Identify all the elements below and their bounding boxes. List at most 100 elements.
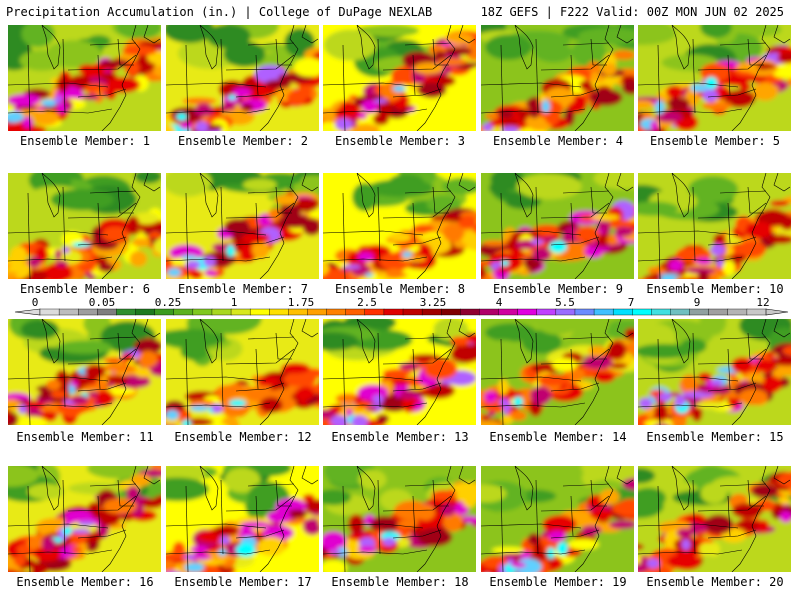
ensemble-member-panel — [638, 466, 791, 572]
colorbar-swatch — [574, 308, 595, 316]
state-boundaries — [323, 319, 476, 425]
precip-field — [638, 319, 791, 425]
colorbar-swatch — [651, 308, 671, 316]
colorbar-tick-label: 0.05 — [88, 296, 116, 309]
colorbar-right-arrow — [765, 308, 789, 316]
ensemble-member-panel — [481, 25, 634, 131]
colorbar-swatch — [421, 308, 442, 316]
colorbar-swatch — [383, 308, 404, 316]
precip-map — [481, 466, 634, 572]
ensemble-member-label: Ensemble Member: 20 — [646, 575, 784, 589]
colorbar-tick-label: 1 — [230, 296, 238, 309]
precip-map — [323, 319, 476, 425]
ensemble-member-label: Ensemble Member: 3 — [334, 134, 466, 148]
state-boundaries — [8, 319, 161, 425]
ensemble-member-panel — [323, 25, 476, 131]
colorbar-swatch — [632, 308, 652, 316]
ensemble-member-label: Ensemble Member: 4 — [492, 134, 624, 148]
colorbar-swatch — [746, 308, 767, 316]
precip-field — [8, 25, 161, 131]
precip-map — [8, 173, 161, 279]
precipitation-colorbar — [14, 308, 789, 316]
colorbar-swatch — [135, 308, 156, 316]
state-boundaries — [323, 466, 476, 572]
colorbar-swatch — [58, 308, 79, 316]
precip-map — [323, 466, 476, 572]
colorbar-swatch — [555, 308, 576, 316]
precip-map — [638, 25, 791, 131]
state-boundaries — [323, 173, 476, 279]
precip-field — [323, 25, 476, 131]
state-boundaries — [481, 319, 634, 425]
state-boundaries — [638, 173, 791, 279]
colorbar-tick-label: 0.25 — [154, 296, 182, 309]
precip-field — [638, 466, 791, 572]
colorbar-swatch — [173, 308, 194, 316]
colorbar-tick-label: 3.25 — [419, 296, 447, 309]
state-boundaries — [481, 25, 634, 131]
ensemble-member-panel — [166, 466, 319, 572]
colorbar-swatch — [230, 308, 251, 316]
colorbar-swatch — [116, 308, 137, 316]
precip-field — [481, 25, 634, 131]
colorbar-swatch — [479, 308, 500, 316]
ensemble-member-panel — [323, 173, 476, 279]
page-title: Precipitation Accumulation (in.) | Colle… — [6, 5, 433, 19]
colorbar-swatch — [364, 308, 385, 316]
colorbar-swatch — [249, 308, 270, 316]
colorbar-tick-label: 2.5 — [357, 296, 377, 309]
precip-field — [323, 466, 476, 572]
ensemble-member-label: Ensemble Member: 11 — [16, 430, 154, 444]
colorbar-left-arrow — [14, 308, 41, 316]
ensemble-member-label: Ensemble Member: 13 — [331, 430, 469, 444]
colorbar-swatch — [288, 308, 308, 316]
precip-map — [166, 466, 319, 572]
ensemble-member-panel — [638, 25, 791, 131]
ensemble-member-label: Ensemble Member: 2 — [177, 134, 309, 148]
ensemble-member-label: Ensemble Member: 12 — [174, 430, 312, 444]
ensemble-member-panel — [638, 319, 791, 425]
colorbar-swatch — [307, 308, 328, 316]
precip-field — [8, 173, 161, 279]
precip-field — [638, 25, 791, 131]
precip-field — [638, 173, 791, 279]
precip-map — [481, 173, 634, 279]
colorbar-swatch — [498, 308, 519, 316]
precip-map — [638, 173, 791, 279]
precip-field — [481, 319, 634, 425]
colorbar-swatch — [97, 308, 117, 316]
colorbar-swatch — [727, 308, 748, 316]
ensemble-member-label: Ensemble Member: 6 — [19, 282, 151, 296]
state-boundaries — [8, 466, 161, 572]
colorbar-tick-label: 12 — [756, 296, 770, 309]
colorbar-tick-label: 7 — [627, 296, 635, 309]
precip-map — [323, 173, 476, 279]
colorbar-swatch — [460, 308, 480, 316]
ensemble-member-label: Ensemble Member: 14 — [489, 430, 627, 444]
precip-field — [323, 173, 476, 279]
state-boundaries — [166, 319, 319, 425]
ensemble-member-label: Ensemble Member: 16 — [16, 575, 154, 589]
precip-map — [8, 319, 161, 425]
precip-map — [638, 466, 791, 572]
colorbar-swatch — [192, 308, 213, 316]
ensemble-member-panel — [481, 173, 634, 279]
colorbar-tick-label: 1.75 — [287, 296, 315, 309]
colorbar-tick-label: 0 — [31, 296, 39, 309]
ensemble-member-panel — [323, 466, 476, 572]
ensemble-member-panel — [166, 25, 319, 131]
state-boundaries — [481, 466, 634, 572]
precip-map — [323, 25, 476, 131]
ensemble-member-panel — [8, 173, 161, 279]
colorbar-swatch — [211, 308, 232, 316]
colorbar-swatch — [612, 308, 633, 316]
colorbar-swatch — [441, 308, 461, 316]
ensemble-member-panel — [8, 25, 161, 131]
colorbar-swatch — [670, 308, 691, 316]
precip-map — [166, 25, 319, 131]
precip-map — [8, 466, 161, 572]
ensemble-member-panel — [8, 319, 161, 425]
precip-field — [166, 173, 319, 279]
state-boundaries — [166, 173, 319, 279]
ensemble-member-panel — [481, 319, 634, 425]
